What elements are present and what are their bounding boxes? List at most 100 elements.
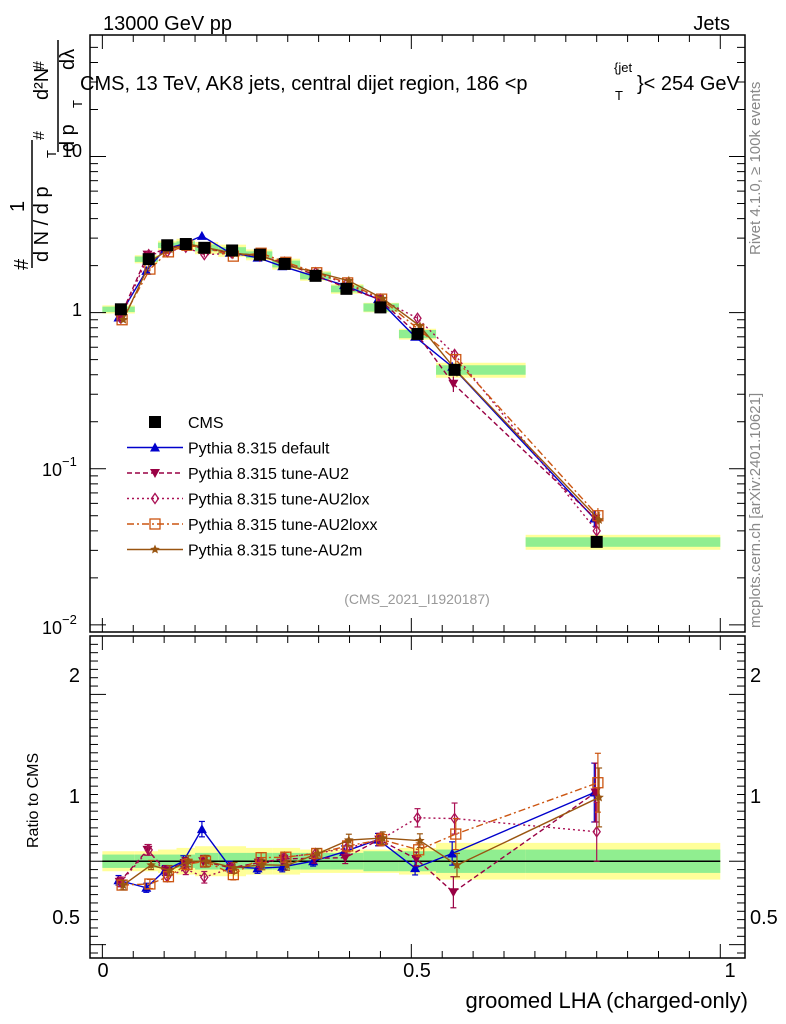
- main-point-au2m-11: [415, 321, 425, 331]
- cms-data-point-12: [448, 363, 461, 376]
- legend-marker-au2m: [150, 544, 160, 554]
- main-series-default: [113, 230, 600, 528]
- cms-data-point-8: [309, 269, 322, 282]
- title-main: CMS, 13 TeV, AK8 jets, central dijet reg…: [80, 73, 528, 95]
- ratio-point-au2m-2: [164, 865, 175, 875]
- main-panel-data-points: [114, 238, 603, 548]
- title-subscript: T: [615, 88, 623, 103]
- ratio-point-au2loxx-12: [450, 828, 462, 840]
- x-tick-label-0: 0: [97, 960, 108, 982]
- cms-data-point-1: [142, 253, 155, 266]
- ratio-point-au2m-9: [344, 835, 354, 845]
- cms-data-point-2: [161, 239, 174, 252]
- main-point-au2lox-12: [450, 348, 459, 361]
- main-series-au2m: [118, 239, 604, 530]
- ratio-ylabel: Ratio to CMS: [25, 753, 42, 848]
- legend-marker-au2: [150, 469, 160, 478]
- ratio-tick-0.5-right: 0.5: [750, 907, 778, 929]
- main-point-au2m-10: [378, 293, 388, 303]
- legend-marker-default: [150, 442, 160, 452]
- rivet-label: Rivet 4.1.0, ≥ 100k events: [747, 82, 764, 255]
- cms-data-point-11: [411, 327, 424, 340]
- main-point-au2m-9: [344, 275, 354, 285]
- cms-data-point-9: [340, 282, 353, 295]
- ratio-point-au2-9: [340, 853, 351, 863]
- ratio-point-au2m-3: [183, 856, 193, 866]
- main-point-default-4: [196, 230, 207, 240]
- main-band-inner-13: [525, 537, 721, 547]
- ratio-point-au2lox-4: [200, 871, 209, 884]
- title-end: }< 254 GeV: [637, 73, 741, 95]
- ratio-series-au2: [114, 762, 601, 909]
- legend: CMS Pythia 8.315 default Pythia 8.315 tune…: [127, 415, 377, 560]
- cms-data-point-4: [198, 241, 211, 254]
- ylabel-dpT: d p: [57, 124, 79, 152]
- ratio-point-au2m-4: [201, 856, 212, 866]
- y-tick-0.1-exp: −1: [62, 454, 77, 469]
- ylabel-dlam: dλ: [57, 49, 79, 70]
- mcplots-label: mcplots.cern.ch [arXiv:2401.10621]: [747, 393, 764, 628]
- ratio-point-au2lox-13: [592, 825, 601, 838]
- y-tick-0.01-exp: −2: [62, 612, 77, 627]
- ratio-point-au2lox-11: [413, 811, 422, 824]
- main-point-au2m-13: [594, 514, 604, 524]
- legend-label-au2lox: Pythia 8.315 tune-AU2lox: [188, 492, 369, 509]
- main-panel-frame: [89, 34, 746, 633]
- main-ylabel: # 1 d N / d p T # d p T # d²N dλ: [7, 40, 85, 270]
- ratio-tick-0.5: 0.5: [52, 907, 80, 929]
- ratio-point-au2loxx-11: [413, 844, 425, 856]
- legend-label-default: Pythia 8.315 default: [188, 441, 330, 458]
- ratio-point-au2m-13: [594, 792, 604, 802]
- y-tick-0.1: 10: [42, 460, 62, 480]
- legend-label-cms: CMS: [188, 415, 224, 432]
- ylabel-d2N: d²N: [31, 68, 53, 100]
- ratio-point-au2m-0: [118, 880, 129, 890]
- ratio-point-default-11: [410, 863, 421, 873]
- y-tick-1: 1: [72, 300, 82, 320]
- main-point-au2m-0: [118, 314, 129, 324]
- ylabel-T1: T: [44, 150, 59, 158]
- y-tick-10: 10: [62, 141, 82, 161]
- legend-label-au2: Pythia 8.315 tune-AU2: [188, 466, 349, 483]
- legend-marker-cms: [149, 416, 161, 428]
- ratio-tick-1-right: 1: [750, 786, 761, 808]
- ratio-point-au2-12: [448, 888, 459, 898]
- x-axis-label: groomed LHA (charged-only): [466, 988, 748, 1013]
- ylabel-hash3: #: [31, 61, 48, 70]
- ratio-point-au2m-1: [146, 860, 156, 870]
- ratio-point-au2m-5: [229, 862, 240, 872]
- ratio-point-au2m-12: [452, 860, 462, 870]
- ratio-point-au2loxx-7: [280, 851, 292, 863]
- main-series-au2: [114, 240, 601, 528]
- main-y-tick-labels: 10 1 10 −1 10 −2: [42, 141, 82, 638]
- header-left: 13000 GeV pp: [103, 13, 232, 35]
- ratio-point-au2loxx-13: [592, 777, 604, 789]
- ratio-point-au2m-10: [378, 833, 388, 843]
- ratio-point-au2m-11: [415, 835, 425, 845]
- ratio-tick-2-right: 2: [750, 665, 761, 687]
- ylabel-hash2: #: [31, 131, 48, 140]
- x-tick-label-1: 0.5: [403, 960, 431, 982]
- ratio-point-au2lox-1: [144, 843, 153, 856]
- cms-data-point-7: [278, 257, 291, 270]
- y-tick-0.01: 10: [42, 618, 62, 638]
- header-right: Jets: [693, 13, 730, 35]
- legend-marker-au2loxx: [149, 518, 161, 530]
- ylabel-hash1: #: [11, 258, 33, 270]
- title-superscript: {jet: [614, 60, 632, 75]
- ratio-line-au2loxx: [122, 782, 599, 886]
- chart-title: CMS, 13 TeV, AK8 jets, central dijet reg…: [80, 60, 741, 103]
- ratio-tick-1: 1: [69, 786, 80, 808]
- cms-data-point-0: [114, 303, 127, 316]
- cms-data-point-6: [253, 248, 266, 261]
- ratio-point-au2lox-12: [450, 812, 459, 825]
- ylabel-dN: d N / d p: [31, 186, 53, 262]
- ratio-point-au2m-8: [313, 848, 323, 858]
- ratio-point-au2m-6: [257, 859, 268, 869]
- main-band-inner-12: [436, 365, 526, 375]
- ratio-y-tick-labels: 2 1 0.5 2 1 0.5: [52, 665, 778, 929]
- ratio-point-au2m-7: [282, 860, 292, 870]
- cms-data-point-5: [226, 244, 239, 257]
- legend-marker-au2lox: [150, 492, 160, 505]
